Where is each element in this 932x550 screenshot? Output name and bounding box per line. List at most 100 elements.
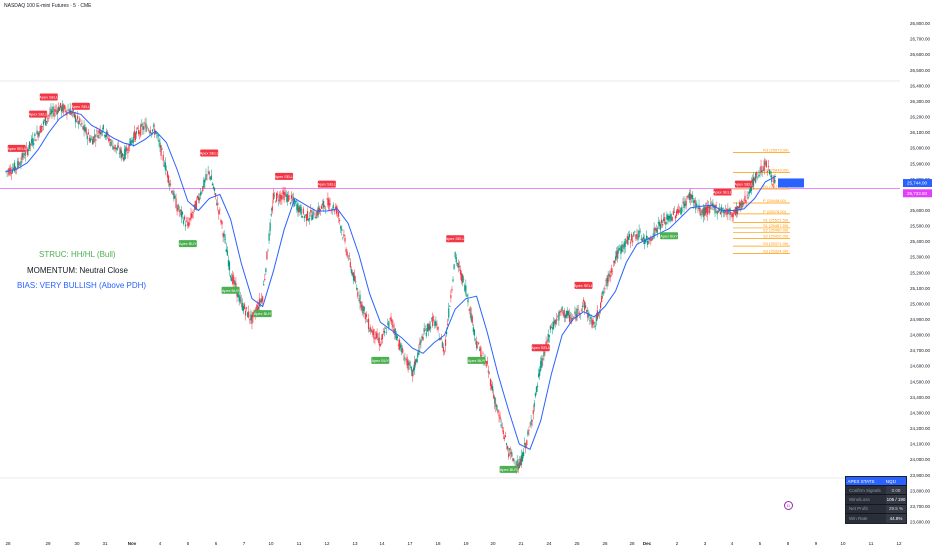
candle-body <box>118 152 120 154</box>
candle-body <box>273 194 276 196</box>
candle-body <box>139 132 141 134</box>
candle-body <box>92 139 94 145</box>
candle-body <box>462 274 464 283</box>
candle-body <box>467 299 469 303</box>
pivot-level-label: R1 (25737.75) <box>763 184 789 189</box>
candle-body <box>172 193 174 195</box>
candle-body <box>47 117 49 119</box>
candle-body <box>175 198 177 209</box>
candle-body <box>193 204 195 207</box>
candle-body <box>582 299 585 302</box>
candle-body <box>704 207 707 215</box>
candle-body <box>332 204 334 209</box>
candle-body <box>244 311 247 316</box>
candle-body <box>574 311 576 315</box>
candle-body <box>246 307 248 309</box>
candle-body <box>619 248 621 250</box>
candle-body <box>653 228 655 238</box>
candle-body <box>342 237 344 239</box>
candle-body <box>668 215 670 222</box>
candle-body <box>106 132 109 135</box>
candle-body <box>393 329 395 334</box>
structure-readout: STRUC: HH/HL (Bull) <box>39 250 116 259</box>
candle-body <box>642 236 644 240</box>
x-tick-label: 13 <box>352 541 358 546</box>
candle-body <box>486 360 488 364</box>
candle-body <box>348 255 350 257</box>
price-tag-upper <box>903 179 932 188</box>
candle-body <box>652 237 654 239</box>
candle-body <box>372 330 374 335</box>
candle-body <box>702 207 704 217</box>
candle-body <box>42 121 45 125</box>
stats-value: 106 / 190 <box>886 495 906 504</box>
signal-label-text: Apex BUY <box>222 289 240 293</box>
candle-body <box>570 317 572 319</box>
signal-label-text: Apex BUY <box>468 359 486 363</box>
candle-body <box>452 279 454 282</box>
trend-line <box>5 110 777 450</box>
signal-label-box <box>734 180 753 188</box>
candle-body <box>345 248 347 252</box>
candle-body <box>33 143 35 145</box>
candle-body <box>555 320 557 325</box>
candle-body <box>537 373 540 377</box>
candle-body <box>407 360 409 370</box>
candle-body <box>211 183 214 186</box>
candle-body <box>282 190 284 194</box>
candle-body <box>417 352 419 358</box>
candle-body <box>690 194 693 199</box>
candle-body <box>108 138 110 141</box>
candle-body <box>241 302 243 310</box>
candle-body <box>186 221 188 222</box>
candle-body <box>49 112 51 115</box>
candle-body <box>444 339 447 346</box>
candle-body <box>103 135 105 136</box>
candle-body <box>305 214 308 221</box>
candle-body <box>65 109 67 113</box>
candle-body <box>38 132 40 136</box>
candle-body <box>697 208 699 209</box>
candle-body <box>494 397 496 404</box>
pivot-level-label: R3 (25973.00) <box>763 147 789 152</box>
x-tick-label: 19 <box>463 541 469 546</box>
x-tick-label: 5 <box>187 541 190 546</box>
candle-body <box>58 107 61 111</box>
candle-body <box>419 342 421 346</box>
candle-body <box>478 342 480 344</box>
candle-body <box>768 169 771 175</box>
candle-body <box>489 379 492 386</box>
candle-body <box>25 146 27 148</box>
candle-body <box>666 214 668 220</box>
candle-body <box>590 316 592 320</box>
candle-body <box>94 134 96 138</box>
candle-body <box>180 210 182 218</box>
candle-body <box>75 120 78 122</box>
candle-body <box>470 313 472 321</box>
candle-body <box>669 215 671 219</box>
candle-body <box>326 198 328 200</box>
candle-body <box>268 233 270 241</box>
candle-body <box>196 195 199 199</box>
candle-body <box>687 195 689 198</box>
candle-body <box>482 352 484 354</box>
candle-body <box>354 275 356 282</box>
candle-body <box>559 311 561 313</box>
candle-body <box>647 240 649 245</box>
x-tick-label: 11 <box>869 541 874 546</box>
candle-body <box>677 209 679 213</box>
candle-body <box>662 223 664 226</box>
candle-body <box>544 352 546 354</box>
candle-body <box>410 366 412 371</box>
candle-body <box>83 124 85 131</box>
candle-body <box>437 326 439 330</box>
candle-body <box>465 285 467 294</box>
candle-body <box>561 306 563 312</box>
event-marker-icon[interactable]: D <box>784 501 793 510</box>
candle-body <box>477 347 479 349</box>
candle-body <box>35 139 37 142</box>
candle-body <box>701 210 703 214</box>
candle-body <box>173 191 175 200</box>
pivot-level-label: P (25648.00) <box>763 198 787 203</box>
